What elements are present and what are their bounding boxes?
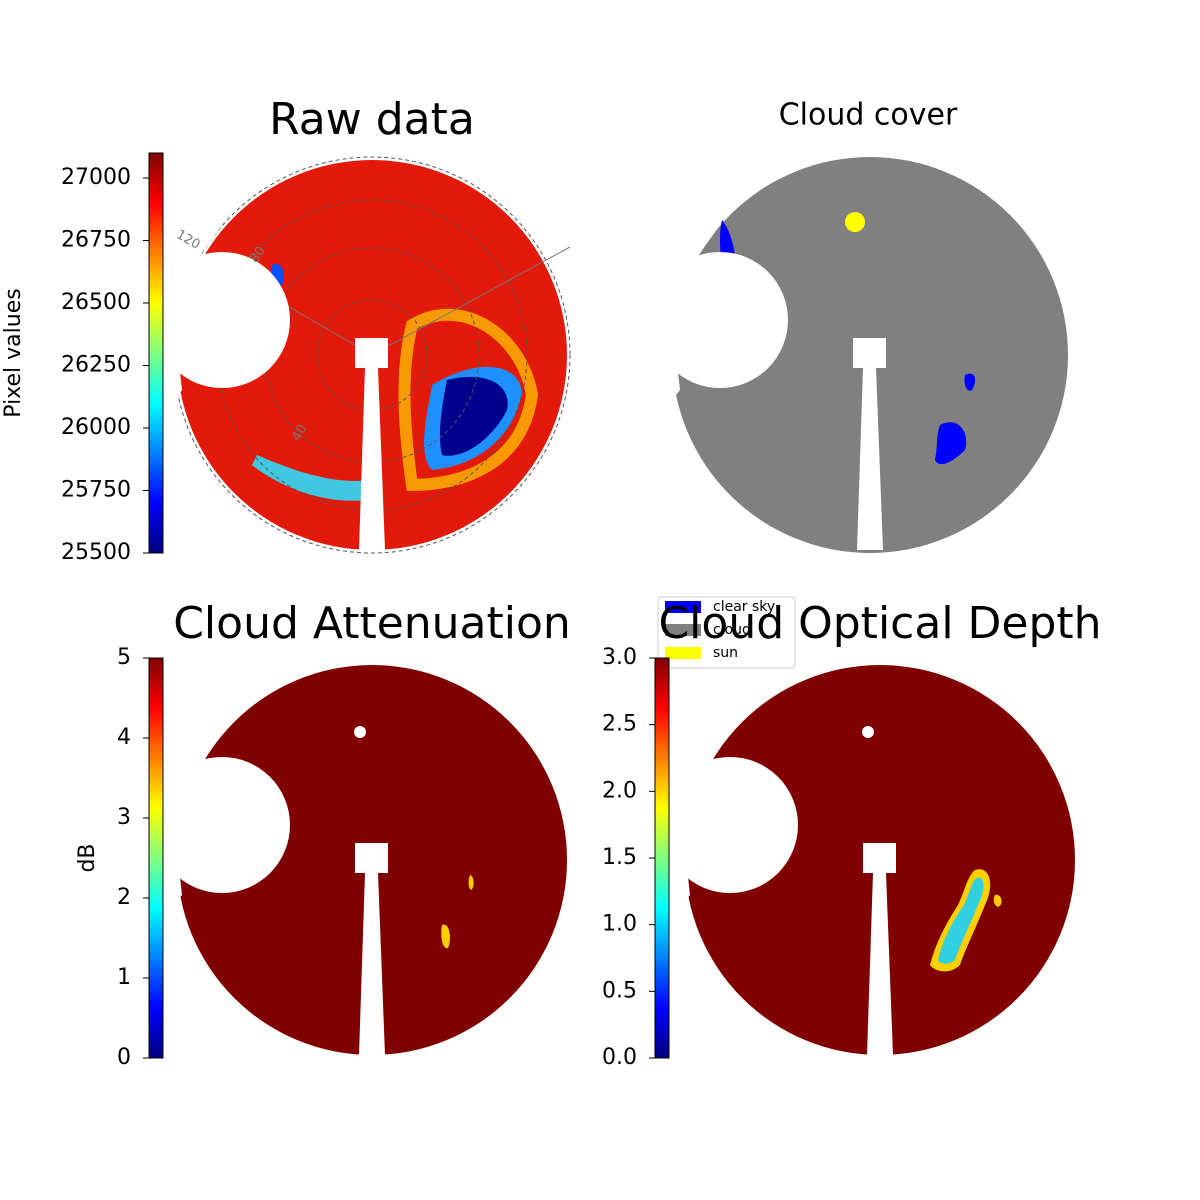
legend-label: cloud <box>713 622 751 638</box>
colorbar-tick-label: 2.5 <box>602 712 637 737</box>
colorbar <box>654 657 670 1059</box>
colorbar-tick-label: 1.5 <box>602 845 637 870</box>
optical-depth-image <box>662 660 1075 1055</box>
colorbar-tick-label: 27000 <box>61 165 131 190</box>
panel-title: Cloud Optical Depth <box>658 598 1101 649</box>
panel-title: Raw data <box>269 94 475 145</box>
legend-label: sun <box>713 645 738 661</box>
colorbar-tick-label: 0.5 <box>602 978 637 1003</box>
colorbar <box>148 152 164 554</box>
colorbar-tick-label: 25500 <box>61 540 131 565</box>
attenuation-image <box>154 660 567 1055</box>
raw-image <box>154 155 571 554</box>
legend-label: clear sky <box>713 599 775 615</box>
panel-title: Cloud cover <box>779 98 958 133</box>
colorbar-tick-label: 0 <box>117 1045 131 1070</box>
colorbar <box>148 657 164 1059</box>
colorbar-tick-label: 2 <box>117 885 131 910</box>
legend-swatch <box>665 624 701 636</box>
colorbar-tick-label: 4 <box>117 725 131 750</box>
colorbar-tick-label: 26500 <box>61 290 131 315</box>
colorbar-tick-label: 3 <box>117 805 131 830</box>
polar-label: 40 <box>289 422 310 444</box>
colorbar-label: Pixel values <box>1 288 26 417</box>
cloud-cover-image <box>652 155 1068 553</box>
colorbar-tick-label: 5 <box>117 645 131 670</box>
colorbar-tick-label: 1.0 <box>602 912 637 937</box>
colorbar-tick-label: 1 <box>117 965 131 990</box>
legend-swatch <box>665 647 701 659</box>
panel-title: Cloud Attenuation <box>173 598 571 649</box>
colorbar-tick-label: 0.0 <box>602 1045 637 1070</box>
legend-swatch <box>665 601 701 613</box>
colorbar-tick-label: 26250 <box>61 353 131 378</box>
colorbar-tick-label: 25750 <box>61 478 131 503</box>
colorbar-tick-label: 26750 <box>61 228 131 253</box>
colorbar-tick-label: 3.0 <box>602 645 637 670</box>
colorbar-label: dB <box>75 843 100 872</box>
colorbar-tick-label: 26000 <box>61 415 131 440</box>
colorbar-tick-label: 2.0 <box>602 778 637 803</box>
